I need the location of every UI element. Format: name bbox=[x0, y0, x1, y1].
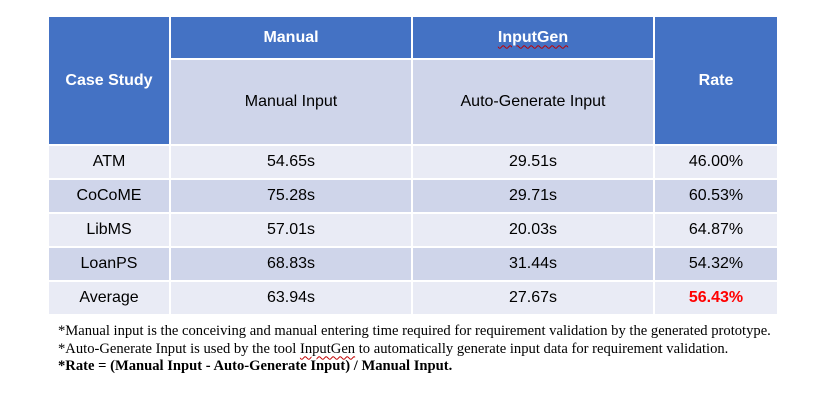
table-row: LibMS 57.01s 20.03s 64.87% bbox=[47, 212, 779, 248]
subheader-auto-generate-input: Auto-Generate Input bbox=[411, 58, 655, 146]
results-table: Case Study Manual InputGen Rate Manual I… bbox=[47, 15, 779, 316]
cell-manual: 57.01s bbox=[169, 212, 413, 248]
cell-case: CoCoME bbox=[47, 178, 171, 214]
footnote-auto-prefix: *Auto-Generate Input is used by the tool bbox=[58, 340, 300, 357]
cell-auto: 31.44s bbox=[411, 246, 655, 282]
cell-rate: 60.53% bbox=[653, 178, 779, 214]
header-row-top: Case Study Manual InputGen Rate bbox=[47, 15, 779, 146]
cell-manual: 75.28s bbox=[169, 178, 413, 214]
cell-case: LibMS bbox=[47, 212, 171, 248]
subheader-manual-input: Manual Input bbox=[169, 58, 413, 146]
cell-auto: 20.03s bbox=[411, 212, 655, 248]
header-row-sub: Manual Input Auto-Generate Input bbox=[48, 58, 778, 146]
table-row: CoCoME 75.28s 29.71s 60.53% bbox=[47, 178, 779, 214]
header-case-study: Case Study bbox=[47, 15, 171, 146]
footnote-manual-input: *Manual input is the conceiving and manu… bbox=[58, 323, 771, 339]
cell-manual: 63.94s bbox=[169, 280, 413, 316]
cell-auto: 29.51s bbox=[411, 144, 655, 180]
cell-auto: 27.67s bbox=[411, 280, 655, 316]
header-rate: Rate bbox=[653, 15, 779, 146]
cell-rate: 54.32% bbox=[653, 246, 779, 282]
cell-rate-average: 56.43% bbox=[653, 280, 779, 316]
cell-rate: 46.00% bbox=[653, 144, 779, 180]
table-row: LoanPS 68.83s 31.44s 54.32% bbox=[47, 246, 779, 282]
footnote-rate-formula: *Rate = (Manual Input - Auto-Generate In… bbox=[58, 358, 453, 374]
footnotes: *Manual input is the conceiving and manu… bbox=[58, 323, 818, 376]
header-manual: Manual bbox=[169, 15, 413, 60]
table-row: ATM 54.65s 29.51s 46.00% bbox=[47, 144, 779, 180]
cell-case: Average bbox=[47, 280, 171, 316]
cell-case: LoanPS bbox=[47, 246, 171, 282]
cell-case: ATM bbox=[47, 144, 171, 180]
cell-auto: 29.71s bbox=[411, 178, 655, 214]
footnote-auto-suffix: to automatically generate input data for… bbox=[355, 340, 729, 357]
footnote-tool-name: InputGen bbox=[299, 340, 356, 357]
table-row-average: Average 63.94s 27.67s 56.43% bbox=[47, 280, 779, 316]
cell-rate: 64.87% bbox=[653, 212, 779, 248]
footnote-auto-generate: *Auto-Generate Input is used by the tool… bbox=[58, 341, 818, 359]
cell-manual: 54.65s bbox=[169, 144, 413, 180]
header-inputgen: InputGen bbox=[411, 15, 655, 60]
header-inputgen-label: InputGen bbox=[497, 28, 569, 46]
cell-manual: 68.83s bbox=[169, 246, 413, 282]
